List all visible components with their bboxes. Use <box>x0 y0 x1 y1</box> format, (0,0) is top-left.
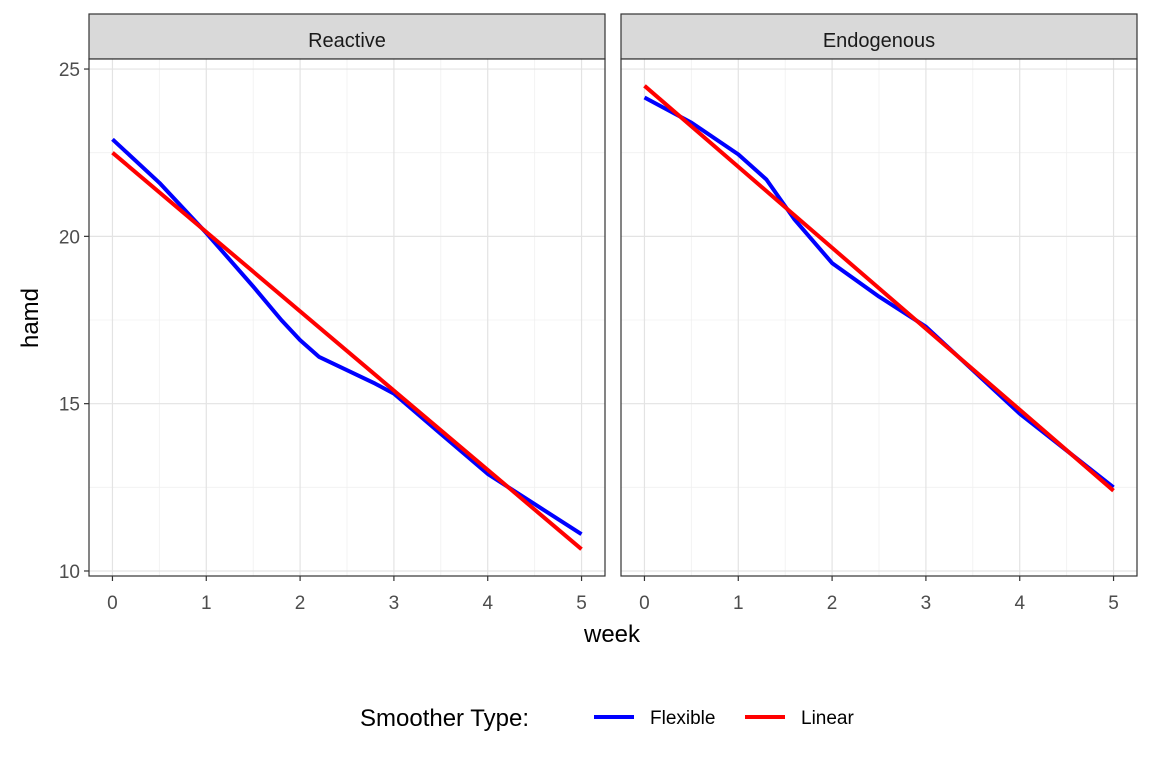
panel-1: Endogenous 0 1 2 3 4 5 <box>620 13 1138 614</box>
facet-strip <box>88 13 606 60</box>
x-tick-label: 4 <box>1014 593 1025 614</box>
panels: Reactive 0 1 2 3 4 5 10 15 20 25 Endogenous 0 1 2 3 4 5 <box>59 13 1138 614</box>
y-tick-label: 15 <box>59 395 80 416</box>
series-line-flexible <box>111 137 583 536</box>
legend: Smoother Type: Flexible Linear <box>360 705 854 732</box>
facet-strip <box>620 13 1138 60</box>
y-axis-title: hamd <box>17 288 44 348</box>
y-tick-label: 25 <box>59 60 80 81</box>
legend-label-flexible: Flexible <box>650 708 715 729</box>
y-tick-label: 20 <box>59 227 80 248</box>
facet-strip-label: Reactive <box>308 30 386 52</box>
y-tick-label: 10 <box>59 562 80 583</box>
x-tick-label: 5 <box>576 593 587 614</box>
x-tick-label: 3 <box>389 593 400 614</box>
series-line-flexible <box>643 95 1115 489</box>
x-tick-label: 0 <box>639 593 650 614</box>
series-line-linear <box>643 84 1115 493</box>
series-line-linear <box>111 151 583 551</box>
panel-border <box>620 58 1138 577</box>
x-tick-label: 4 <box>482 593 493 614</box>
x-tick-label: 5 <box>1108 593 1119 614</box>
x-tick-label: 0 <box>107 593 118 614</box>
legend-title: Smoother Type: <box>360 705 529 732</box>
panel-0: Reactive 0 1 2 3 4 5 10 15 20 25 <box>59 13 606 614</box>
x-axis-title: week <box>583 621 641 648</box>
x-tick-label: 3 <box>921 593 932 614</box>
x-tick-label: 2 <box>295 593 306 614</box>
panel-border <box>88 58 606 577</box>
facet-strip-label: Endogenous <box>823 30 935 52</box>
legend-label-linear: Linear <box>801 708 854 729</box>
x-tick-label: 1 <box>201 593 212 614</box>
x-tick-label: 1 <box>733 593 744 614</box>
x-tick-label: 2 <box>827 593 838 614</box>
